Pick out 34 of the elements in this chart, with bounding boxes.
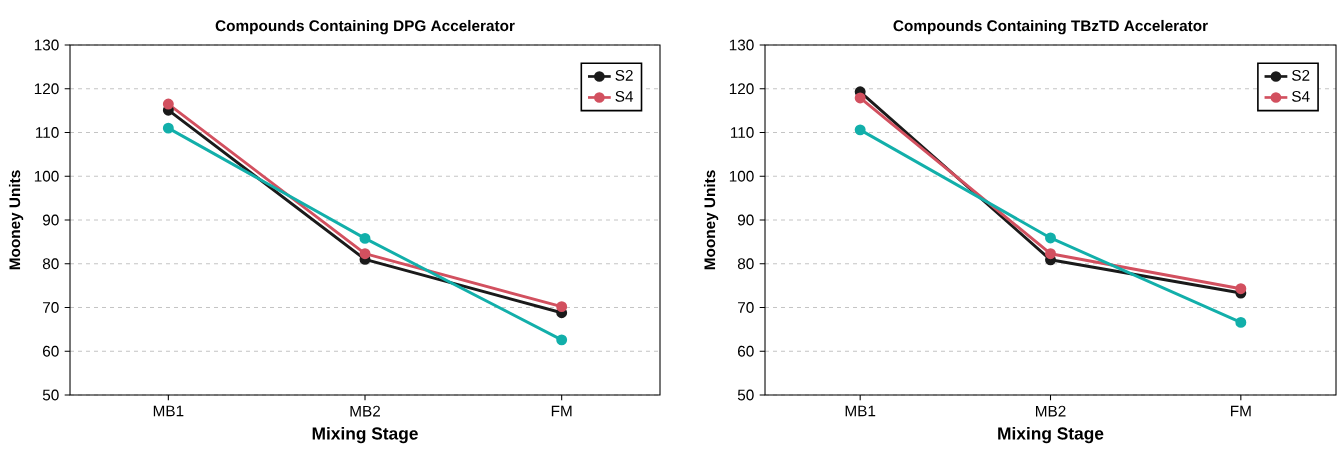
- y-tick-label: 110: [731, 127, 754, 138]
- y-tick-label: 80: [42, 258, 59, 270]
- y-axis-title: Mooney Units: [703, 170, 719, 270]
- y-tick-label: 120: [729, 83, 754, 95]
- x-tick-label: MB1: [153, 405, 184, 417]
- legend-label: S4: [1292, 90, 1310, 102]
- y-tick-label: 80: [737, 258, 754, 270]
- legend-label: S4: [615, 90, 634, 102]
- y-tick-label: 100: [729, 170, 754, 182]
- y-tick-label: 110: [36, 127, 59, 138]
- y-tick-label: 50: [42, 389, 59, 401]
- x-tick-label: MB2: [350, 405, 380, 417]
- x-tick-label: MB1: [845, 405, 876, 417]
- y-tick-label: 100: [34, 170, 59, 182]
- legend-label: S2: [1292, 69, 1310, 81]
- y-tick-label: 70: [43, 302, 59, 313]
- y-tick-label: 90: [737, 214, 754, 226]
- y-tick-label: 90: [42, 214, 59, 226]
- y-tick-label: 130: [34, 39, 59, 51]
- y-tick-label: 120: [34, 83, 59, 95]
- x-tick-label: FM: [551, 405, 572, 417]
- y-tick-label: 50: [737, 389, 754, 401]
- y-tick-label: 130: [729, 39, 754, 51]
- legend-label: S2: [615, 69, 633, 81]
- x-tick-label: FM: [1231, 405, 1251, 417]
- y-tick-label: 60: [43, 345, 59, 357]
- x-tick-label: MB2: [1036, 405, 1066, 417]
- y-tick-label: 60: [738, 345, 754, 357]
- x-axis-title: Mixing Stage: [312, 426, 418, 444]
- y-axis-title: Mooney Units: [8, 170, 24, 270]
- y-tick-label: 70: [738, 302, 754, 313]
- chart-title: Compounds Containing TBzTD Accelerator: [893, 19, 1208, 35]
- x-axis-title: Mixing Stage: [998, 426, 1104, 444]
- chart-title: Compounds Containing DPG Accelerator: [215, 19, 515, 35]
